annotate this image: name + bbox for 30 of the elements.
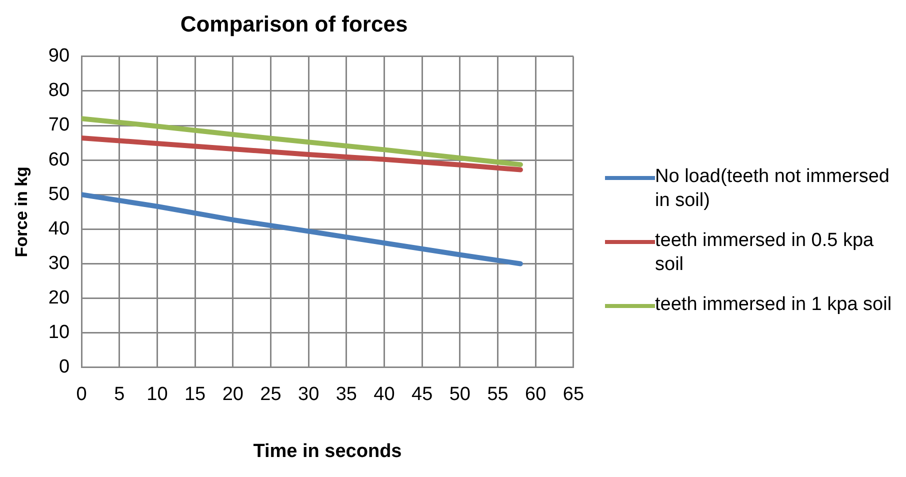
x-tick-label: 55 <box>487 384 508 406</box>
x-tick-label: 40 <box>374 384 395 406</box>
y-tick-label: 80 <box>48 80 70 102</box>
chart-title: Comparison of forces <box>180 11 408 36</box>
x-tick-label: 50 <box>449 384 470 406</box>
x-tick-label: 35 <box>336 384 357 406</box>
x-tick-label: 25 <box>260 384 282 406</box>
y-tick-label: 70 <box>48 114 70 136</box>
y-axis-title: Force in kg <box>12 166 31 258</box>
legend-label: teeth immersed in 0.5 kpa soil <box>655 229 875 277</box>
x-axis-title: Time in seconds <box>253 440 402 462</box>
x-tick-label: 5 <box>114 384 125 406</box>
x-tick-label: 65 <box>562 384 584 406</box>
x-tick-label: 10 <box>146 384 168 406</box>
y-tick-label: 20 <box>48 288 70 309</box>
x-tick-label: 0 <box>76 384 87 406</box>
y-tick-label: 90 <box>48 46 70 67</box>
x-tick-label: 45 <box>412 384 433 406</box>
x-tick-label: 20 <box>222 384 244 406</box>
y-tick-label: 40 <box>48 218 70 240</box>
legend-label: No load(teeth not immersed in soil) <box>655 165 890 213</box>
x-tick-label: 30 <box>298 384 320 406</box>
y-tick-label: 50 <box>48 184 70 205</box>
y-tick-label: 10 <box>48 322 70 344</box>
y-tick-label: 30 <box>48 252 70 274</box>
x-tick-label: 60 <box>525 384 546 406</box>
x-tick-label: 15 <box>184 384 206 406</box>
y-tick-label: 60 <box>48 149 70 170</box>
legend-label: teeth immersed in 1 kpa soil <box>655 293 892 317</box>
y-tick-label: 0 <box>58 356 70 378</box>
